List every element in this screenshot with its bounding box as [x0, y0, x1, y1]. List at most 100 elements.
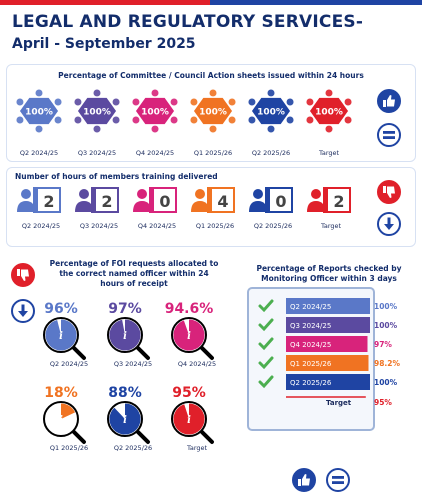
seat-icon [35, 89, 43, 97]
magnifier-handle [70, 428, 86, 444]
seat-icon [16, 116, 24, 124]
magnifier-handle [198, 344, 214, 360]
training-item: 2 Q2 2024/25 [17, 187, 61, 230]
page-title: LEGAL AND REGULATORY SERVICES- [12, 12, 364, 32]
seat-icon [112, 98, 120, 106]
training-title: Number of hours of members training deli… [15, 172, 218, 181]
committee-label: Q4 2024/25 [136, 149, 174, 157]
foi-pie-slice [109, 403, 141, 435]
seat-icon [170, 98, 178, 106]
committee-value: 100% [141, 108, 169, 118]
committee-label: Q3 2024/25 [78, 149, 116, 157]
reports-bar [286, 317, 370, 333]
reports-item: Q2 2025/26 100% [258, 374, 398, 390]
table-icon [18, 96, 60, 126]
foi-value: 88% [108, 385, 142, 401]
seat-icon [267, 89, 275, 97]
committee-item: 100% Q3 2024/25 [74, 89, 120, 157]
down-arrow-icon[interactable] [377, 212, 401, 236]
foi-pie-slice [45, 319, 77, 351]
foi-item: 18% i Q1 2025/26 [43, 385, 88, 452]
committee-value: 100% [25, 108, 53, 118]
training-box-edge [92, 188, 96, 212]
thumbs-up-icon[interactable] [292, 468, 316, 492]
foi-label: Q2 2025/26 [114, 444, 152, 452]
seat-icon [209, 89, 217, 97]
table-icon [250, 96, 292, 126]
foi-pie-slice [61, 403, 76, 419]
seat-icon [132, 98, 140, 106]
committee-label: Target [318, 149, 340, 157]
training-value: 4 [217, 192, 228, 211]
info-icon: i [123, 415, 127, 426]
seat-icon [209, 125, 217, 133]
reports-bar [286, 298, 370, 314]
person-icon [253, 189, 263, 199]
foi-label: Q4 2024/25 [178, 360, 216, 368]
training-item: 2 Q3 2024/25 [75, 187, 119, 230]
reports-item: Target 95% [286, 396, 392, 407]
person-body [75, 201, 93, 212]
seat-icon [93, 89, 101, 97]
reports-label: Q2 2025/26 [290, 379, 332, 387]
committee-value: 100% [199, 108, 227, 118]
check-icon [258, 356, 274, 370]
seat-icon [54, 116, 62, 124]
info-icon: i [187, 415, 191, 426]
committee-item: 100% Q4 2024/25 [132, 89, 178, 157]
foi-label: Q3 2024/25 [114, 360, 152, 368]
reports-label: Q3 2024/25 [290, 322, 331, 330]
thumbs-up-icon[interactable] [377, 89, 401, 113]
person-body [249, 201, 267, 212]
committee-value: 100% [257, 108, 285, 118]
training-box-edge [34, 188, 38, 212]
foi-panel: Percentage of FOI requests allocated to … [6, 254, 234, 466]
table-icon [134, 96, 176, 126]
equals-icon[interactable] [326, 468, 350, 492]
info-icon: i [187, 331, 191, 342]
training-item: 2 Target [307, 187, 351, 230]
seat-icon [248, 98, 256, 106]
committee-panel: Percentage of Committee / Council Action… [6, 64, 416, 162]
committee-title: Percentage of Committee / Council Action… [58, 71, 364, 80]
table-icon [192, 96, 234, 126]
person-icon [79, 189, 89, 199]
check-icon [258, 375, 274, 389]
foi-item: 88% i Q2 2025/26 [107, 385, 152, 452]
reports-value: 98.2% [374, 359, 401, 368]
foi-graphic: 96% i Q2 2024/25 97% i Q3 2024/25 94.6% i Q4 202… [43, 301, 216, 452]
training-value: 2 [333, 192, 344, 211]
committee-value: 100% [83, 108, 111, 118]
thumbs-down-icon[interactable] [377, 180, 401, 204]
equals-icon[interactable] [377, 123, 401, 147]
check-icon [258, 337, 274, 351]
magnifier-handle [134, 428, 150, 444]
page-subtitle: April - September 2025 [12, 36, 196, 52]
down-arrow-icon[interactable] [11, 299, 35, 323]
seat-icon [151, 89, 159, 97]
seat-icon [286, 116, 294, 124]
foi-item: 97% i Q3 2024/25 [107, 301, 152, 368]
training-item: 4 Q1 2025/26 [191, 187, 235, 230]
seat-icon [306, 98, 314, 106]
foi-pie-slice [173, 403, 205, 435]
thumbs-down-icon[interactable] [11, 263, 35, 287]
seat-icon [325, 125, 333, 133]
training-item: 0 Q4 2024/25 [133, 187, 177, 230]
committee-item: 100% Q1 2025/26 [190, 89, 236, 157]
reports-item: Q1 2025/26 98.2% [258, 355, 401, 371]
foi-item: 96% i Q2 2024/25 [43, 301, 88, 368]
magnifier-handle [198, 428, 214, 444]
foi-label: Q1 2025/26 [50, 444, 88, 452]
reports-bar [286, 336, 368, 352]
seat-icon [267, 125, 275, 133]
foi-pie-slice [109, 319, 141, 351]
table-icon [308, 96, 350, 126]
header-stripe-blue [210, 0, 422, 5]
seat-icon [344, 116, 352, 124]
reports-label: Q2 2024/25 [290, 303, 331, 311]
reports-value: 100% [374, 378, 398, 387]
person-body [17, 201, 35, 212]
training-box-edge [266, 188, 270, 212]
person-icon [137, 189, 147, 199]
